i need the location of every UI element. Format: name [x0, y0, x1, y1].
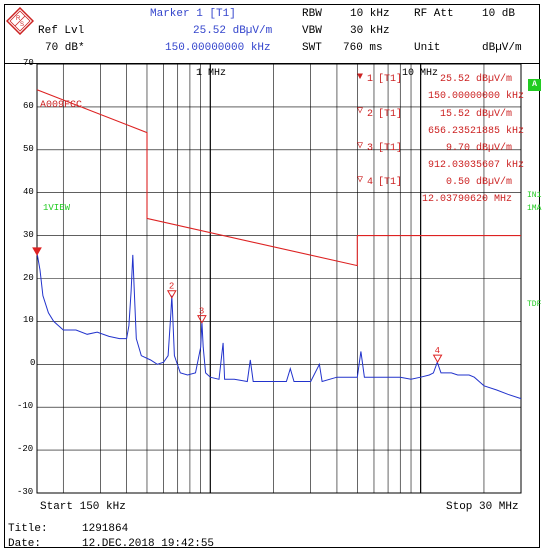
side-label-in1: IN1 — [527, 191, 542, 200]
analyzer-frame — [4, 4, 540, 548]
rf-att-value: 10 dB — [482, 8, 516, 20]
y-tick-label: 50 — [23, 143, 34, 154]
svg-text:R: R — [16, 16, 21, 22]
start-frequency: Start 150 kHz — [40, 501, 126, 513]
rbw-value: 10 kHz — [350, 8, 390, 20]
marker-4-symbol: ▽ — [357, 175, 364, 186]
title-value: 1291864 — [82, 523, 129, 535]
side-label-tdf: TDF — [527, 300, 542, 309]
y-tick-label: 30 — [23, 229, 34, 240]
y-tick-label: -10 — [17, 401, 34, 412]
marker-1-id: 1 — [367, 74, 374, 85]
y-tick-label: 60 — [23, 100, 34, 111]
ref-level-label: Ref Lvl — [38, 25, 85, 37]
marker-level: 25.52 dBµV/m — [193, 25, 273, 37]
limit-line — [36, 89, 521, 267]
marker-3-id: 3 — [367, 143, 374, 154]
marker-4-id: 4 — [367, 177, 374, 188]
trace-label: 1VIEW — [43, 203, 71, 213]
marker-2-triangle — [166, 290, 177, 299]
marker-1-freq: 150.00000000 kHz — [428, 91, 525, 102]
marker-2-symbol: ▽ — [357, 106, 364, 117]
y-tick-label: 70 — [23, 58, 34, 68]
marker-frequency: 150.00000000 kHz — [165, 42, 271, 54]
marker-3-freq: 912.03035607 kHz — [428, 160, 525, 171]
spectrum-trace — [36, 252, 522, 400]
marker-1-symbol: ▼ — [357, 72, 364, 83]
marker-4-freq: 12.03790620 MHz — [422, 194, 513, 205]
marker-1-trace: [T1] — [378, 74, 403, 85]
marker-2-id: 2 — [367, 109, 374, 120]
side-label-1ma: 1MA — [527, 204, 542, 213]
marker-4-level: 0.50 dBµV/m — [446, 177, 513, 188]
marker-3-number: 3 — [199, 307, 204, 317]
side-badge-a: A — [528, 79, 541, 91]
ten-mhz-label: 10 MHz — [402, 68, 439, 79]
marker-title: Marker 1 [T1] — [150, 8, 236, 20]
limit-line-label: A009FCC — [40, 100, 83, 111]
marker-4-number: 4 — [435, 346, 440, 356]
rbw-label: RBW — [302, 8, 322, 20]
svg-text:S: S — [20, 22, 24, 28]
date-label: Date: — [8, 538, 42, 550]
y-tick-label: -20 — [17, 444, 34, 455]
marker-2-trace: [T1] — [378, 109, 403, 120]
rs-logo: R S — [6, 7, 34, 35]
marker-1-triangle — [32, 247, 42, 256]
swt-value: 760 ms — [343, 42, 383, 54]
y-tick-label: -30 — [17, 487, 34, 497]
marker-2-level: 15.52 dBµV/m — [440, 109, 513, 120]
stop-frequency: Stop 30 MHz — [446, 501, 519, 513]
marker-3-triangle — [197, 315, 207, 324]
marker-3-trace: [T1] — [378, 143, 403, 154]
marker-2-number: 2 — [169, 282, 174, 292]
marker-3-symbol: ▽ — [357, 141, 364, 152]
marker-1-level: 25.52 dBµV/m — [440, 74, 513, 85]
title-label: Title: — [8, 523, 48, 535]
date-value: 12.DEC.2018 19:42:55 — [82, 538, 215, 550]
marker-4-trace: [T1] — [378, 177, 403, 188]
ref-level-value: 70 dB* — [45, 42, 85, 54]
marker-3-level: 9.70 dBµV/m — [446, 143, 513, 154]
y-tick-label: 40 — [23, 186, 34, 197]
marker-2-freq: 656.23521885 kHz — [428, 126, 525, 137]
unit-label: Unit — [414, 42, 441, 54]
vbw-value: 30 kHz — [350, 25, 390, 37]
vbw-label: VBW — [302, 25, 322, 37]
one-mhz-label: 1 MHz — [196, 68, 227, 79]
swt-label: SWT — [302, 42, 322, 54]
y-tick-label: 10 — [23, 315, 34, 326]
y-tick-label: 20 — [23, 272, 34, 283]
marker-4-triangle — [432, 354, 443, 364]
unit-value: dBµV/m — [482, 42, 522, 54]
rf-att-label: RF Att — [414, 8, 454, 20]
y-tick-label: 0 — [30, 358, 36, 369]
